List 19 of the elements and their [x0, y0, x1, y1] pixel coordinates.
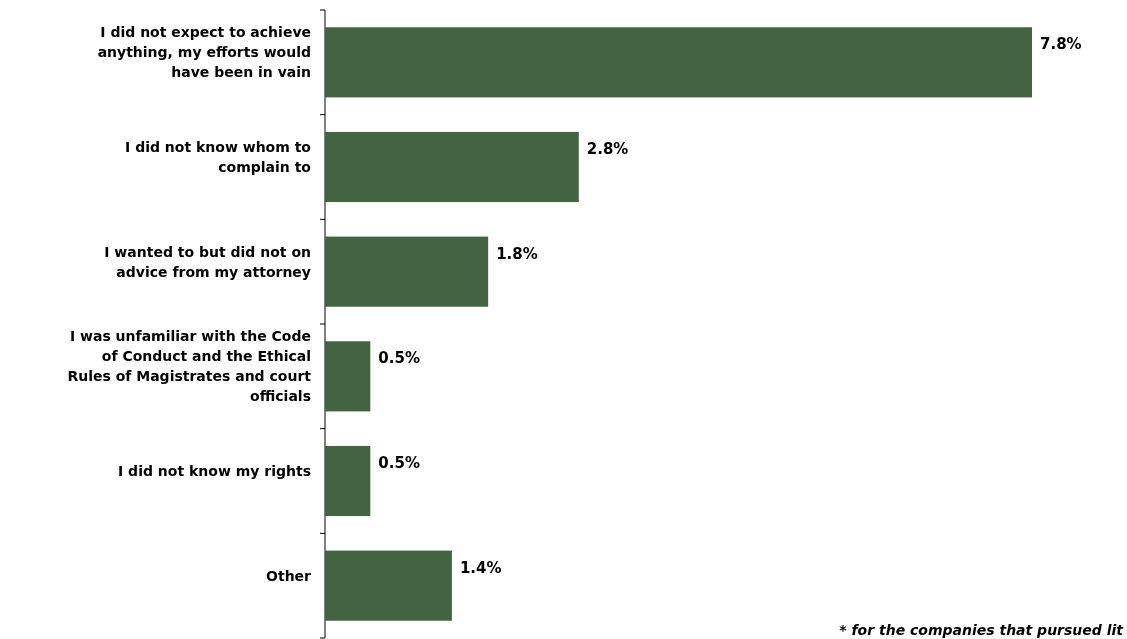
data-label: 1.8%	[496, 244, 538, 263]
data-label: 0.5%	[378, 453, 420, 472]
y-tick-label: I did not know whom to complain to	[125, 139, 312, 175]
data-label: 7.8%	[1040, 35, 1082, 54]
bar	[325, 550, 452, 621]
y-tick-label: Other	[266, 567, 312, 584]
bar	[325, 131, 579, 203]
data-label: 2.8%	[586, 139, 629, 158]
bar	[325, 27, 1032, 98]
data-label: 1.4%	[459, 558, 502, 577]
annotation: * for the companies that pursued lit	[839, 622, 1125, 638]
y-tick-label: I wanted to but did not on advice from my attorney	[104, 243, 311, 280]
bar	[325, 341, 371, 412]
bar	[325, 445, 371, 517]
data-label: 0.5%	[378, 349, 420, 368]
y-tick-label: I did not expect to achieve anything, my efforts would have been in vain	[97, 24, 311, 81]
y-tick-label: I did not know my rights	[118, 463, 311, 479]
y-tick-label: I was unfamiliar with the Code of Conduct and the Ethical Rules of Magistrates and court officials	[67, 328, 312, 405]
bar	[325, 236, 489, 307]
